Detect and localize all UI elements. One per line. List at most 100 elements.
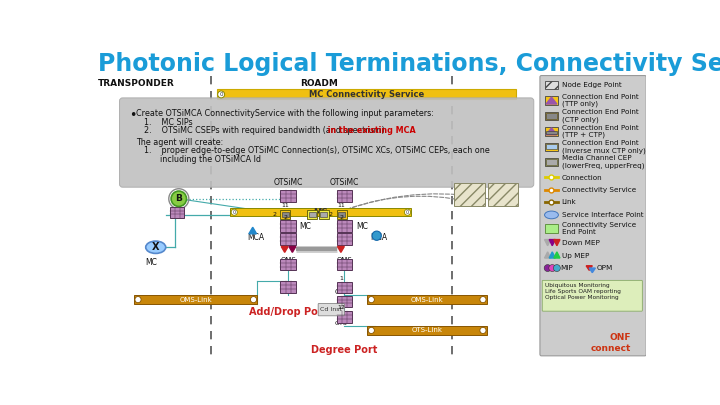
FancyBboxPatch shape <box>544 224 559 232</box>
Ellipse shape <box>145 241 166 254</box>
Polygon shape <box>546 128 557 135</box>
Text: 2: 2 <box>329 212 333 217</box>
Text: Degree Port: Degree Port <box>311 345 377 355</box>
FancyBboxPatch shape <box>281 220 296 232</box>
Polygon shape <box>554 252 560 258</box>
FancyBboxPatch shape <box>309 212 316 217</box>
FancyBboxPatch shape <box>544 127 559 136</box>
FancyBboxPatch shape <box>120 98 534 187</box>
Text: OTS: OTS <box>334 289 348 295</box>
Text: MIP: MIP <box>560 265 572 271</box>
FancyBboxPatch shape <box>318 303 344 316</box>
Text: 1.    proper edge-to-edge OTSiMC Connection(s), OTSiMC XCs, OTSiMC CEPs, each on: 1. proper edge-to-edge OTSiMC Connection… <box>144 146 490 156</box>
Circle shape <box>549 264 556 271</box>
Text: 11: 11 <box>282 203 289 208</box>
Text: MC: MC <box>300 222 312 231</box>
FancyBboxPatch shape <box>337 296 352 307</box>
Circle shape <box>368 296 374 303</box>
Text: Node Edge Point: Node Edge Point <box>562 82 621 88</box>
Text: 0: 0 <box>220 92 223 97</box>
Text: Up MEP: Up MEP <box>562 253 589 259</box>
Polygon shape <box>249 227 256 234</box>
FancyBboxPatch shape <box>546 160 557 165</box>
Text: Cd Inst: Cd Inst <box>320 307 342 312</box>
Text: OPM: OPM <box>597 265 613 271</box>
Text: The agent will create:: The agent will create: <box>137 138 224 147</box>
FancyBboxPatch shape <box>319 210 329 219</box>
FancyBboxPatch shape <box>171 207 184 218</box>
Text: 2: 2 <box>273 212 276 217</box>
Text: Connection End Point
(CTP only): Connection End Point (CTP only) <box>562 109 638 123</box>
FancyBboxPatch shape <box>134 295 257 304</box>
Text: OTSiMC: OTSiMC <box>330 178 359 187</box>
Text: Connectivity Service: Connectivity Service <box>562 187 636 193</box>
Text: X: X <box>152 242 159 252</box>
Ellipse shape <box>544 211 559 219</box>
Text: OTSiMC: OTSiMC <box>274 178 303 187</box>
Text: Media Channel CEP
(lowerFreq, upperFreq): Media Channel CEP (lowerFreq, upperFreq) <box>562 156 644 169</box>
Circle shape <box>368 327 374 333</box>
Polygon shape <box>338 247 344 252</box>
FancyBboxPatch shape <box>367 295 487 304</box>
Text: MCA: MCA <box>247 233 264 242</box>
FancyBboxPatch shape <box>281 233 296 245</box>
Circle shape <box>405 209 410 215</box>
Text: OMS-Link: OMS-Link <box>410 296 444 303</box>
Circle shape <box>554 264 560 271</box>
FancyBboxPatch shape <box>544 158 559 166</box>
Text: Down MEP: Down MEP <box>562 241 599 246</box>
Polygon shape <box>282 247 288 252</box>
Text: 0: 0 <box>233 210 236 215</box>
FancyBboxPatch shape <box>281 210 290 219</box>
Circle shape <box>480 327 486 333</box>
FancyBboxPatch shape <box>540 76 647 356</box>
Text: 11: 11 <box>338 203 345 208</box>
Circle shape <box>372 231 382 240</box>
FancyBboxPatch shape <box>337 220 352 232</box>
Circle shape <box>544 264 551 271</box>
Text: 12: 12 <box>338 305 345 310</box>
Polygon shape <box>549 240 555 246</box>
Polygon shape <box>544 240 551 246</box>
Polygon shape <box>586 266 593 271</box>
Text: 2: 2 <box>283 215 287 220</box>
Polygon shape <box>544 252 551 258</box>
Text: OMS: OMS <box>336 256 352 262</box>
Text: ROADM: ROADM <box>300 79 338 88</box>
FancyBboxPatch shape <box>546 144 557 149</box>
Text: Connection End Point
(Inverse mux CTP only): Connection End Point (Inverse mux CTP on… <box>562 140 645 153</box>
FancyBboxPatch shape <box>337 233 352 245</box>
Text: Connection End Point
(TTP + CTP): Connection End Point (TTP + CTP) <box>562 125 638 138</box>
Text: ONF
connect: ONF connect <box>590 333 631 353</box>
FancyBboxPatch shape <box>544 112 559 120</box>
FancyBboxPatch shape <box>320 212 328 217</box>
Text: Photonic Logical Terminations, Connectivity Service, Step 2: Photonic Logical Terminations, Connectiv… <box>98 52 720 76</box>
FancyBboxPatch shape <box>338 212 345 217</box>
Polygon shape <box>549 252 555 258</box>
Text: •: • <box>129 109 136 122</box>
FancyBboxPatch shape <box>542 280 642 311</box>
FancyBboxPatch shape <box>487 183 518 206</box>
FancyBboxPatch shape <box>281 190 296 202</box>
FancyBboxPatch shape <box>281 281 296 293</box>
Polygon shape <box>546 97 557 104</box>
Polygon shape <box>589 268 595 273</box>
Text: MC: MC <box>314 208 328 217</box>
Text: Ubiquitous Monitoring
Life Sports OAM reporting
Optical Power Monitoring: Ubiquitous Monitoring Life Sports OAM re… <box>545 284 621 300</box>
Text: MC: MC <box>145 258 157 267</box>
Text: 0: 0 <box>406 210 409 215</box>
Text: Link: Link <box>562 199 576 205</box>
Text: OMS-Link: OMS-Link <box>179 296 212 303</box>
FancyBboxPatch shape <box>281 259 296 271</box>
Text: MC Connectivity Service: MC Connectivity Service <box>309 90 424 99</box>
FancyBboxPatch shape <box>544 96 559 105</box>
Text: TRANSPONDER: TRANSPONDER <box>98 79 175 88</box>
Text: OTS: OTS <box>335 321 348 326</box>
Text: MCA: MCA <box>371 233 387 242</box>
Text: Connection End Point
(TTP only): Connection End Point (TTP only) <box>562 94 638 107</box>
FancyBboxPatch shape <box>454 183 485 206</box>
Polygon shape <box>554 240 560 246</box>
Circle shape <box>135 296 141 303</box>
FancyBboxPatch shape <box>546 131 557 134</box>
Text: 1: 1 <box>339 276 343 281</box>
